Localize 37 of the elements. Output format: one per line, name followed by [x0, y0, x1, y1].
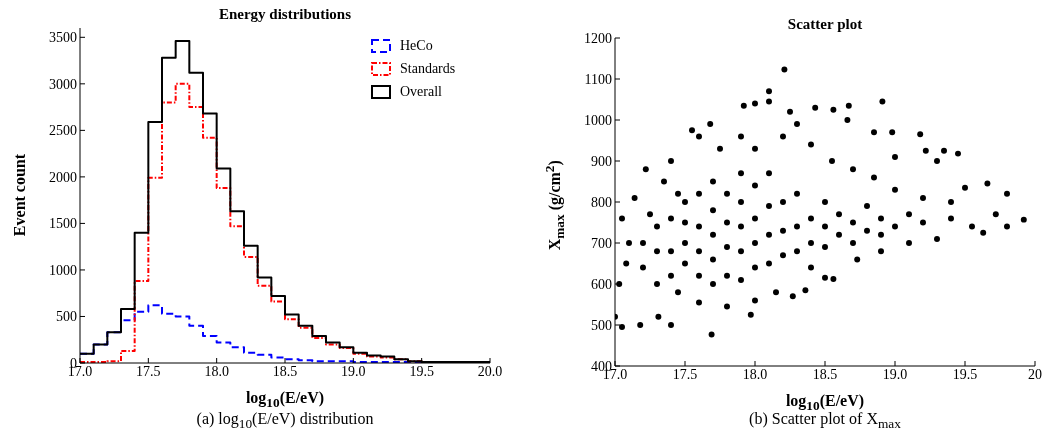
x-tick-label: 17.5 — [136, 363, 161, 379]
y-tick-label: 3500 — [49, 30, 77, 46]
y-tick-label: 800 — [591, 194, 612, 210]
y-tick-label: 1100 — [584, 71, 612, 87]
y-axis-title: Event count — [11, 152, 29, 238]
x-tick-label: 18.0 — [204, 363, 229, 379]
text: (a) log$_{10}$(E/eV) distribution — [195, 410, 375, 433]
x-tick-label: 20.0 — [477, 363, 503, 379]
y-tick-label: 1000 — [49, 262, 77, 278]
y-tick-label: 500 — [591, 317, 612, 333]
x-tick-label: 18.5 — [812, 366, 838, 382]
x-tick-label: 19.5 — [409, 363, 434, 379]
x-tick-label: 17.5 — [672, 366, 698, 382]
x-tick-label: 18.0 — [742, 366, 768, 382]
y-tick-label: 1000 — [584, 112, 612, 128]
y-tick-label: 2500 — [49, 123, 77, 139]
x-tick-label: 18.5 — [272, 363, 298, 379]
chart-title: Scatter plot — [786, 16, 864, 33]
y-tick-label: 700 — [591, 235, 612, 251]
y-tick-label: 1200 — [584, 30, 612, 46]
x-axis-title: log$_{10}$(E/eV) — [244, 389, 326, 412]
x-tick-label: 19.0 — [882, 366, 908, 382]
y-tick-label: 0 — [70, 355, 77, 371]
y-tick-label: 600 — [591, 276, 612, 292]
x-tick-label: 19.0 — [341, 363, 366, 379]
legend-label: HeCo — [400, 37, 433, 54]
x-tick-label: 20 — [1028, 366, 1042, 382]
x-tick-label: 19.5 — [952, 366, 978, 382]
y-tick-label: 1500 — [49, 216, 77, 232]
chart-title: Energy distributions — [217, 6, 353, 23]
y-tick-label: 3000 — [49, 76, 77, 92]
y-tick-label: 900 — [591, 153, 612, 169]
y-tick-label: 500 — [56, 309, 77, 325]
text: (b) Scatter plot of X$_{max}$ — [748, 410, 902, 433]
legend-label: Overall — [400, 83, 442, 100]
y-tick-label: 2000 — [49, 169, 77, 185]
legend-label: Standards — [400, 60, 456, 77]
